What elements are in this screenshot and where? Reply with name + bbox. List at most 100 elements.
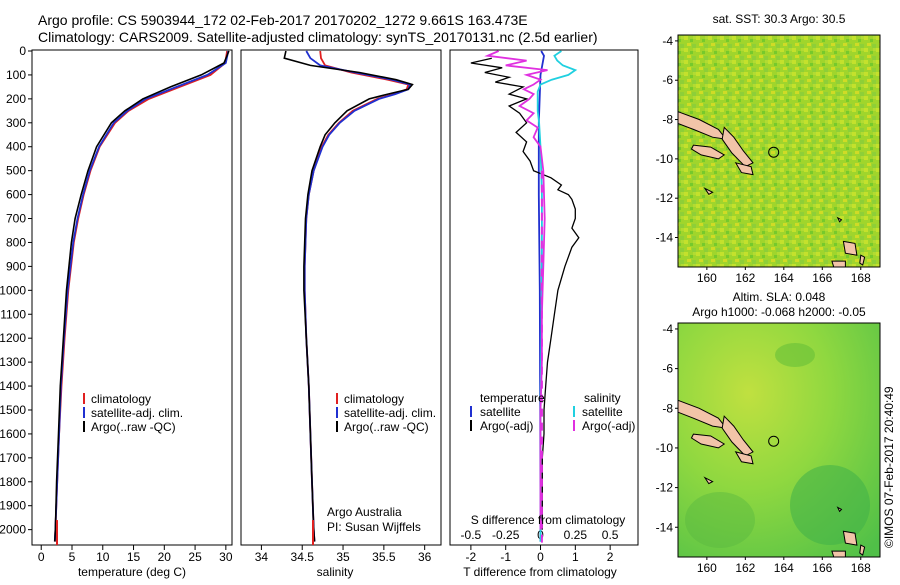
difference-plot: -2 -1 0 1 2-0.5 -0.25 0 0.25 0.5: [461, 50, 619, 564]
island: [703, 476, 714, 485]
island: [734, 451, 754, 465]
sla-low-blob: [790, 465, 870, 545]
depth-tick-label: 1400: [0, 379, 26, 393]
map-y-tick-label: -6: [662, 362, 673, 376]
sla-map-title1: Altim. SLA: 0.048: [733, 290, 826, 304]
map-y-tick-label: -4: [662, 322, 673, 336]
series-line-climatology: [53, 50, 228, 542]
map-frame: [677, 322, 881, 558]
sst-map-title: sat. SST: 30.3 Argo: 30.5: [713, 12, 846, 26]
island: [842, 240, 858, 256]
series-line-argo-raw-qc-: [54, 50, 230, 542]
map-y-tick-label: -8: [662, 113, 673, 127]
depth-tick-label: 1700: [0, 451, 26, 465]
header-line2: Climatology: CARS2009. Satellite-adjuste…: [38, 29, 598, 45]
depth-tick-label: 1300: [0, 355, 26, 369]
salinity-xlabel: salinity: [317, 565, 354, 579]
map-x-tick-label: 160: [697, 271, 717, 285]
depth-tick-label: 1900: [0, 499, 26, 513]
map-x-tick-label: 168: [851, 271, 871, 285]
map-y-tick-label: -12: [656, 191, 674, 205]
island: [677, 399, 728, 429]
island: [836, 506, 843, 513]
legend-s-argo: Argo(-adj): [582, 419, 635, 433]
map-x-tick-label: 166: [812, 271, 832, 285]
x-tick-label: 15: [127, 550, 141, 564]
legend-t-satellite: satellite: [480, 405, 521, 419]
map-y-tick-label: -6: [662, 73, 673, 87]
x-tick-label: 25: [188, 550, 202, 564]
map-y-tick-label: -8: [662, 401, 673, 415]
map-x-tick-label: 162: [735, 561, 755, 575]
map-y-tick-label: -10: [656, 441, 674, 455]
series-line-argo-raw-qc-: [283, 50, 414, 542]
legend-satellite: satellite-adj. clim.: [344, 406, 436, 420]
difference-legend: temperature satellite Argo(-adj) salinit…: [470, 391, 635, 433]
map-axes: -4 -6 -8 -10 -12 -14 160 162 164 166 168 -4 -6 -8 -10 -…: [656, 34, 881, 575]
legend-s-satellite: satellite: [582, 405, 623, 419]
s-tick-label: -0.25: [492, 528, 520, 542]
depth-tick-label: 1100: [0, 307, 26, 321]
depth-tick-label: 600: [6, 188, 26, 202]
map-y-tick-label: -4: [662, 34, 673, 48]
legend-satellite: satellite-adj. clim.: [91, 406, 183, 420]
s-tick-label: 0.25: [564, 528, 588, 542]
credit-pi: PI: Susan Wijffels: [327, 520, 421, 534]
depth-tick-label: 900: [6, 259, 26, 273]
island: [690, 433, 726, 449]
sst-map: [678, 35, 880, 267]
island: [721, 415, 754, 457]
temperature-panel-frame: [31, 49, 233, 546]
island: [836, 216, 843, 223]
island: [677, 110, 728, 140]
depth-tick-label: 1600: [0, 427, 26, 441]
map-frame: [677, 34, 881, 268]
map-x-tick-label: 164: [774, 271, 794, 285]
island: [842, 530, 858, 546]
x-tick-label: 2: [607, 550, 614, 564]
legend-argo: Argo(..raw -QC): [344, 420, 429, 434]
x-tick-label: -1: [500, 550, 511, 564]
x-tick-label: 20: [158, 550, 172, 564]
map-y-tick-label: -12: [656, 481, 674, 495]
island: [690, 144, 726, 160]
temperature-xlabel: temperature (deg C): [78, 565, 186, 579]
legend-climatology: climatology: [344, 392, 404, 406]
legend-argo: Argo(..raw -QC): [91, 420, 176, 434]
island: [859, 544, 866, 556]
legend-climatology: climatology: [91, 392, 151, 406]
depth-tick-label: 1000: [0, 283, 26, 297]
depth-tick-label: 1800: [0, 475, 26, 489]
island: [831, 550, 846, 558]
depth-tick-label: 200: [6, 92, 26, 106]
x-tick-label: 0: [537, 550, 544, 564]
header-line1: Argo profile: CS 5903944_172 02-Feb-2017…: [38, 12, 528, 28]
island: [703, 187, 714, 195]
island: [859, 254, 866, 266]
depth-tick-label: 400: [6, 140, 26, 154]
map-x-tick-label: 168: [851, 561, 871, 575]
depth-tick-label: 100: [6, 68, 26, 82]
map-y-tick-label: -10: [656, 152, 674, 166]
island: [734, 162, 754, 176]
sla-low-blob: [775, 343, 815, 367]
x-tick-label: 35.5: [372, 550, 396, 564]
x-tick-label: 1: [572, 550, 579, 564]
difference-panel-frame: [449, 49, 639, 546]
map-x-tick-label: 166: [812, 561, 832, 575]
argo-position-marker: [768, 146, 780, 158]
sla-map-title2: Argo h1000: -0.068 h2000: -0.05: [692, 305, 866, 319]
temperature-plot: 0 5 10 15 20 25 30: [38, 50, 233, 564]
s-tick-label: -0.5: [461, 528, 482, 542]
depth-tick-label: 700: [6, 212, 26, 226]
map-x-tick-label: 164: [774, 561, 794, 575]
x-tick-label: 34: [255, 550, 269, 564]
x-tick-label: 35: [336, 550, 350, 564]
x-tick-label: 10: [96, 550, 110, 564]
depth-tick-label: 300: [6, 116, 26, 130]
imos-credit: ©IMOS 07-Feb-2017 20:40:49: [882, 386, 896, 548]
x-tick-label: 34.5: [291, 550, 315, 564]
depth-axis: 0 100 200 300 400 500 600 700 800 900 1000 1100 1200…: [0, 44, 32, 537]
x-tick-label: 30: [219, 550, 233, 564]
